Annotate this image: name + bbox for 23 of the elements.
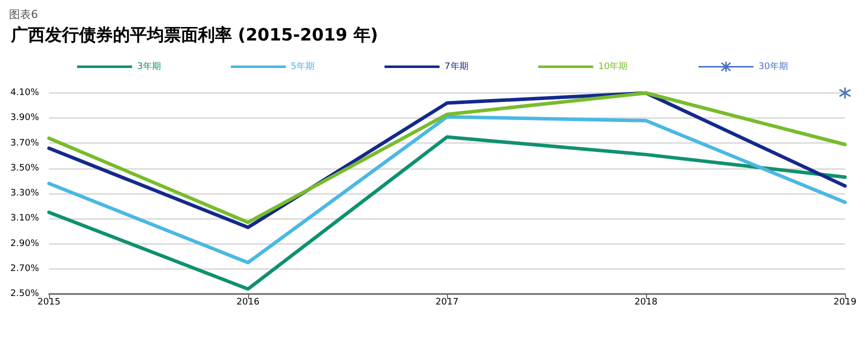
y-tick-label: 3.50% bbox=[10, 163, 40, 174]
x-tick-label: 2016 bbox=[236, 298, 260, 308]
y-tick-label: 3.90% bbox=[10, 113, 40, 124]
chart-title: 广西发行债券的平均票面利率 (2015-2019 年) bbox=[10, 26, 378, 46]
x-tick-label: 2015 bbox=[38, 298, 60, 308]
y-tick-label: 3.30% bbox=[10, 188, 40, 198]
y-tick-label: 4.10% bbox=[10, 88, 40, 98]
text: 3年期 bbox=[137, 60, 161, 72]
y-tick-label: 3.10% bbox=[10, 214, 40, 224]
y-tick-label: 2.70% bbox=[10, 264, 40, 274]
y-tick-label: 3.70% bbox=[10, 138, 40, 148]
x-tick-label: 2019 bbox=[834, 298, 857, 308]
text: 7年期 bbox=[444, 60, 468, 72]
y-tick-label: 2.50% bbox=[10, 289, 40, 299]
line-series bbox=[47, 115, 847, 264]
text: 10年期 bbox=[598, 60, 628, 72]
y-tick-label: 2.90% bbox=[10, 238, 40, 249]
text: 30年期 bbox=[758, 60, 788, 72]
text: 5年期 bbox=[290, 60, 315, 72]
text: 图表6 bbox=[9, 8, 38, 21]
x-tick-label: 2018 bbox=[634, 298, 658, 308]
line-series bbox=[47, 135, 847, 291]
x-tick-label: 2017 bbox=[436, 298, 458, 308]
